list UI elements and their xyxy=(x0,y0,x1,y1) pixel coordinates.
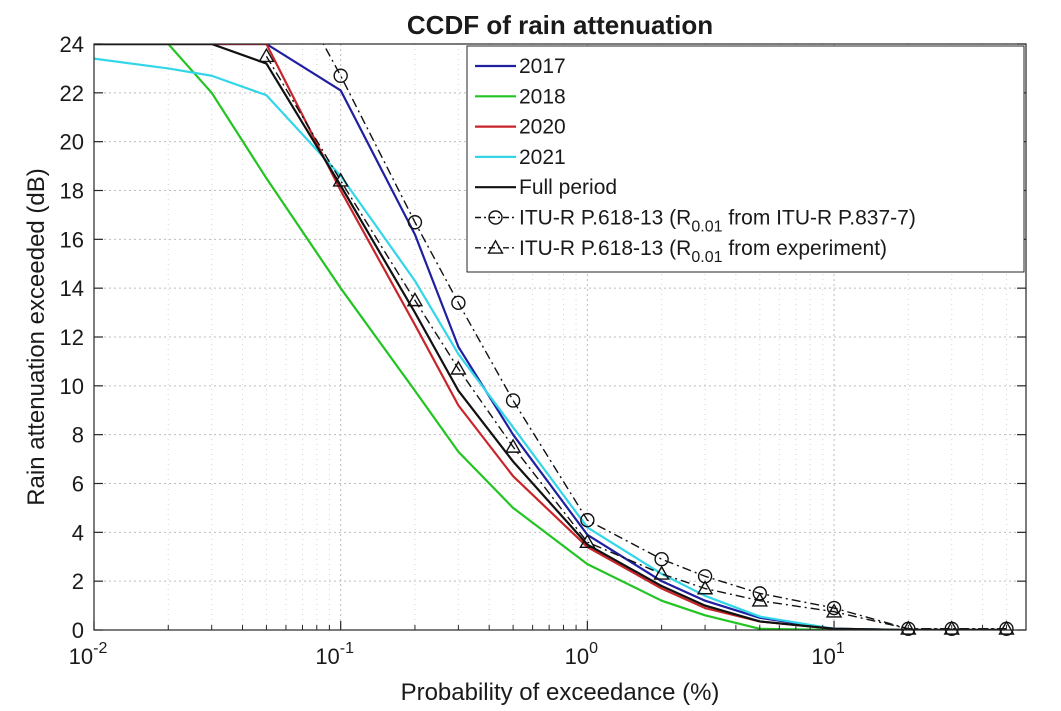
circle-marker xyxy=(580,512,595,528)
circle-marker xyxy=(752,586,767,601)
triangle-marker xyxy=(406,291,424,307)
series-line xyxy=(94,44,1007,630)
triangle-marker xyxy=(825,603,843,618)
circle-marker xyxy=(451,295,466,311)
x-tick-label: 10-2 xyxy=(69,640,108,669)
y-tick-label: 2 xyxy=(72,569,84,594)
legend-label: 2020 xyxy=(519,116,566,139)
legend-label: ITU-R P.618-13 (R xyxy=(519,207,691,230)
x-axis-label: Probability of exceedance (%) xyxy=(401,679,720,706)
legend-label-suffix: from experiment) xyxy=(722,237,887,260)
triangle-marker xyxy=(696,580,714,595)
legend-label: 2021 xyxy=(519,146,566,169)
legend-label: 2018 xyxy=(519,85,566,108)
legend-subscript: 0.01 xyxy=(691,219,722,236)
y-tick-label: 8 xyxy=(72,423,84,448)
x-tick-exponent: -2 xyxy=(93,640,107,657)
circle-marker xyxy=(826,600,842,616)
x-tick-base: 10 xyxy=(811,644,835,669)
triangle-marker xyxy=(998,620,1015,635)
triangle-marker xyxy=(900,620,917,635)
legend-entry: 2018 xyxy=(519,85,566,108)
triangle-marker xyxy=(450,360,467,375)
legend-label: ITU-R P.618-13 (R xyxy=(519,237,691,260)
legend-entry: Full period xyxy=(519,176,617,199)
triangle-marker xyxy=(332,172,349,187)
y-tick-label: 18 xyxy=(60,179,84,204)
y-tick-label: 6 xyxy=(72,472,84,497)
circle-marker xyxy=(407,215,423,230)
legend-label: Full period xyxy=(519,176,617,199)
x-tick-base: 10 xyxy=(565,644,589,669)
legend-label-suffix: from ITU-R P.837-7) xyxy=(722,207,915,230)
y-tick-label: 4 xyxy=(72,520,84,545)
legend-label: 2017 xyxy=(519,55,566,78)
triangle-marker xyxy=(943,620,960,635)
circle-marker xyxy=(488,210,503,225)
y-tick-label: 14 xyxy=(60,276,84,301)
y-tick-label: 24 xyxy=(60,32,84,57)
legend-entry: ITU-R P.618-13 (R0.01 from ITU-R P.837-7… xyxy=(519,207,916,236)
circle-marker xyxy=(333,68,348,83)
x-tick-label: 100 xyxy=(565,640,598,669)
y-tick-label: 0 xyxy=(72,618,84,643)
legend-entry: ITU-R P.618-13 (R0.01 from experiment) xyxy=(519,237,887,266)
marker-layer xyxy=(258,47,1015,636)
triangle-marker xyxy=(487,239,504,254)
y-axis-label: Rain attenuation exceeded (dB) xyxy=(23,168,50,506)
triangle-marker xyxy=(579,533,596,549)
triangle-marker xyxy=(258,47,275,63)
x-tick-label: 10-1 xyxy=(315,640,354,669)
y-tick-label: 10 xyxy=(60,374,84,399)
y-tick-label: 12 xyxy=(60,325,84,350)
y-tick-label: 22 xyxy=(60,81,84,106)
y-tick-label: 20 xyxy=(60,130,84,155)
x-tick-base: 10 xyxy=(315,644,339,669)
circle-marker xyxy=(505,393,521,408)
x-tick-exponent: 0 xyxy=(589,640,598,657)
x-tick-base: 10 xyxy=(69,644,93,669)
legend-box xyxy=(466,45,1025,273)
legend-entry: 2021 xyxy=(519,146,566,169)
legend: 2017 2018 2020 2021 Full period ITU-R P.618-1… xyxy=(466,45,1025,273)
triangle-marker xyxy=(653,565,670,580)
legend-entry: 2020 xyxy=(519,116,566,139)
x-tick-exponent: 1 xyxy=(836,640,845,657)
legend-subscript: 0.01 xyxy=(691,249,722,266)
y-tick-label: 16 xyxy=(60,227,84,252)
legend-entry: 2017 xyxy=(519,55,566,78)
chart-title: CCDF of rain attenuation xyxy=(407,10,713,40)
x-tick-label: 101 xyxy=(811,640,844,669)
x-tick-labels: 10-2 10-1 100 101 xyxy=(69,640,845,669)
x-tick-exponent: -1 xyxy=(340,640,354,657)
triangle-marker xyxy=(751,592,768,607)
triangle-marker xyxy=(504,438,522,453)
